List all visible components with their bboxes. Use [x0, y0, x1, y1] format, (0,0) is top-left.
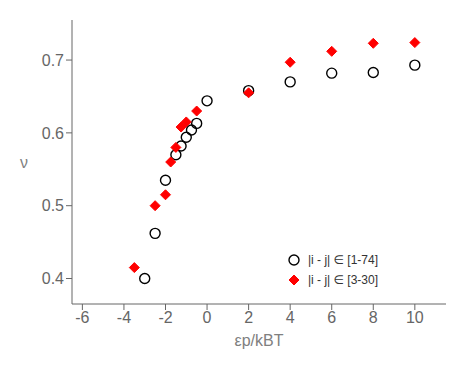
svg-text:-6: -6 — [75, 309, 89, 326]
svg-text:2: 2 — [244, 309, 253, 326]
svg-text:10: 10 — [406, 309, 424, 326]
svg-text:6: 6 — [327, 309, 336, 326]
html-text:|i - j| ∈ [3-30]: |i - j| ∈ [3-30] — [308, 273, 378, 287]
svg-text:0.7: 0.7 — [42, 52, 64, 69]
svg-text:0: 0 — [203, 309, 212, 326]
svg-text:0.5: 0.5 — [42, 197, 64, 214]
svg-text:ν: ν — [20, 154, 28, 171]
svg-text:0.4: 0.4 — [42, 270, 64, 287]
svg-text:8: 8 — [369, 309, 378, 326]
svg-text:-4: -4 — [117, 309, 131, 326]
svg-text:εp/kBT: εp/kBT — [235, 332, 284, 349]
html-text:|i - j| ∈ [1-74]: |i - j| ∈ [1-74] — [308, 253, 378, 267]
svg-text:4: 4 — [286, 309, 295, 326]
svg-text:0.6: 0.6 — [42, 125, 64, 142]
svg-text:-2: -2 — [158, 309, 172, 326]
